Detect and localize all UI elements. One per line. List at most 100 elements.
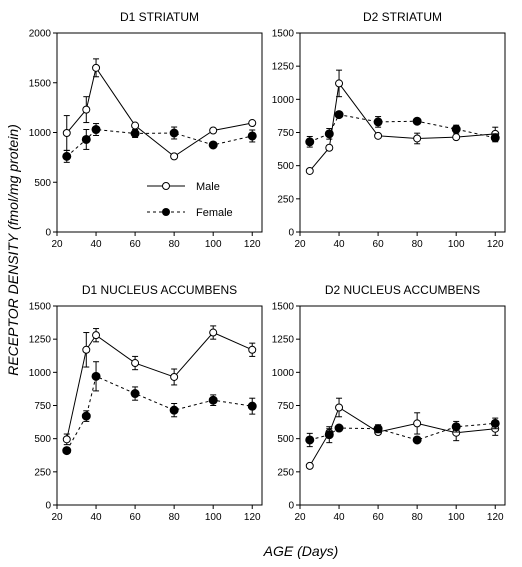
d1-nucleus-accumbens-title: D1 NUCLEUS ACCUMBENS	[82, 283, 237, 297]
d2-nucleus-accumbens-x-tick-label: 120	[487, 512, 504, 523]
d1-nucleus-accumbens-male-line	[66, 331, 253, 440]
d1-striatum-x-tick-label: 40	[90, 239, 102, 250]
d2-nucleus-accumbens-female-point	[412, 435, 422, 445]
legend: Male Female	[147, 181, 233, 219]
d2-striatum-series-male	[305, 69, 500, 175]
d1-nucleus-accumbens-female-point	[81, 411, 91, 421]
d1-striatum-x-tick-label: 100	[205, 239, 222, 250]
d2-nucleus-accumbens-x-tick-label: 40	[333, 512, 345, 523]
d2-nucleus-accumbens-y-tick-label: 1000	[272, 368, 295, 379]
d2-striatum-title: D2 STRIATUM	[363, 10, 442, 24]
d2-striatum-y-tick-label: 1000	[272, 95, 295, 106]
panel-d2-striatum: D2 STRIATUM 20 40 60 80 100 120 0 250 500 750 1000 1…	[272, 10, 506, 250]
d2-nucleus-accumbens-female-point	[451, 422, 461, 432]
panel-d1-nucleus-accumbens: D1 NUCLEUS ACCUMBENS 20 40 60 80 100 120 0 250 50…	[29, 283, 263, 523]
d1-nucleus-accumbens-series-male	[62, 325, 257, 446]
d1-striatum-y-tick-label: 0	[45, 228, 51, 239]
y-axis-label: RECEPTOR DENSITY (fmol/mg protein)	[5, 124, 21, 376]
d2-nucleus-accumbens-female-point	[490, 418, 500, 428]
d2-nucleus-accumbens-male-point	[305, 461, 314, 470]
d1-striatum-x-tick-label: 60	[130, 239, 142, 250]
d2-striatum-female-point	[373, 117, 383, 127]
d1-nucleus-accumbens-y-tick-label: 500	[34, 434, 51, 445]
d2-striatum-y-tick-label: 0	[288, 228, 294, 239]
d2-nucleus-accumbens-x-tick-label: 20	[294, 512, 306, 523]
d1-striatum-female-point	[247, 131, 257, 141]
d1-nucleus-accumbens-male-point	[92, 331, 101, 340]
d1-striatum-female-point	[81, 134, 91, 144]
d2-striatum-x-tick-label: 100	[448, 239, 465, 250]
d2-nucleus-accumbens-x-tick-label: 60	[373, 512, 385, 523]
d1-nucleus-accumbens-male-point	[82, 345, 91, 354]
d1-striatum-male-point	[209, 126, 218, 135]
d1-striatum-female-point	[91, 125, 101, 135]
d1-striatum-y-tick-label: 500	[34, 178, 51, 189]
d2-striatum-y-tick-label: 750	[277, 128, 294, 139]
d1-nucleus-accumbens-y-tick-label: 1000	[29, 368, 52, 379]
legend-female-label: Female	[196, 207, 233, 219]
d1-striatum-x-tick-label: 20	[51, 239, 63, 250]
d1-nucleus-accumbens-x-tick-label: 20	[51, 512, 63, 523]
d2-nucleus-accumbens-y-tick-label: 750	[277, 401, 294, 412]
d2-nucleus-accumbens-y-tick-label: 0	[288, 501, 294, 512]
d2-striatum-female-point	[490, 133, 500, 143]
d2-striatum-female-point	[324, 129, 334, 139]
d1-striatum-female-point	[169, 128, 179, 138]
d1-nucleus-accumbens-male-point	[62, 435, 71, 444]
d1-striatum-x-tick-label: 120	[244, 239, 261, 250]
d2-nucleus-accumbens-female-point	[324, 430, 334, 440]
d1-striatum-male-point	[248, 119, 257, 128]
d1-striatum-y-tick-label: 2000	[29, 29, 52, 40]
d1-nucleus-accumbens-y-tick-label: 250	[34, 467, 51, 478]
d1-nucleus-accumbens-plot-frame	[56, 305, 263, 506]
d2-nucleus-accumbens-y-tick-label: 1500	[272, 302, 295, 313]
d2-striatum-female-point	[305, 137, 315, 147]
d2-striatum-male-point	[335, 79, 344, 88]
d1-nucleus-accumbens-y-tick-label: 750	[34, 401, 51, 412]
d1-nucleus-accumbens-y-tick-label: 1250	[29, 335, 52, 346]
d1-striatum-series-female	[62, 123, 257, 163]
d1-nucleus-accumbens-male-point	[248, 345, 257, 354]
d2-nucleus-accumbens-female-point	[305, 435, 315, 445]
d2-striatum-x-tick-label: 40	[333, 239, 345, 250]
d2-striatum-x-tick-label: 120	[487, 239, 504, 250]
d1-striatum-male-point	[82, 105, 91, 114]
d1-nucleus-accumbens-x-tick-label: 60	[130, 512, 142, 523]
d1-striatum-y-tick-label: 1500	[29, 78, 52, 89]
d2-striatum-female-point	[451, 124, 461, 134]
d1-striatum-female-point	[62, 151, 72, 161]
d2-nucleus-accumbens-title: D2 NUCLEUS ACCUMBENS	[325, 283, 480, 297]
d2-nucleus-accumbens-x-tick-label: 80	[412, 512, 424, 523]
d1-nucleus-accumbens-female-point	[62, 446, 72, 456]
legend-female-marker	[162, 208, 170, 216]
legend-male-marker	[162, 182, 170, 190]
d1-striatum-female-point	[130, 128, 140, 138]
legend-male-label: Male	[196, 181, 220, 193]
d1-nucleus-accumbens-female-line	[66, 375, 253, 451]
d1-nucleus-accumbens-x-tick-label: 80	[169, 512, 181, 523]
panel-d1-striatum: D1 STRIATUM 20 40 60 80 100 120 0 500 1000 1500 200…	[29, 10, 263, 250]
d2-striatum-x-tick-label: 80	[412, 239, 424, 250]
panel-d2-nucleus-accumbens: D2 NUCLEUS ACCUMBENS 20 40 60 80 100 120 0 250 50…	[272, 283, 506, 523]
d2-nucleus-accumbens-series-male	[305, 397, 500, 470]
d2-nucleus-accumbens-series-female	[305, 417, 500, 448]
d2-striatum-female-point	[412, 116, 422, 126]
d2-striatum-x-tick-label: 60	[373, 239, 385, 250]
d2-nucleus-accumbens-y-tick-label: 1250	[272, 335, 295, 346]
d2-striatum-male-point	[374, 131, 383, 140]
d2-nucleus-accumbens-male-point	[413, 419, 422, 428]
d2-striatum-female-point	[334, 110, 344, 120]
d1-nucleus-accumbens-female-point	[130, 389, 140, 399]
d1-striatum-male-point	[92, 63, 101, 72]
d1-nucleus-accumbens-male-point	[170, 372, 179, 381]
d2-striatum-y-tick-label: 1500	[272, 29, 295, 40]
d2-striatum-male-point	[305, 166, 314, 175]
d1-striatum-male-line	[66, 66, 253, 157]
d2-nucleus-accumbens-y-tick-label: 250	[277, 467, 294, 478]
d2-striatum-y-tick-label: 500	[277, 161, 294, 172]
d2-nucleus-accumbens-x-tick-label: 100	[448, 512, 465, 523]
d2-striatum-y-tick-label: 1250	[272, 62, 295, 73]
d1-striatum-male-point	[131, 121, 140, 130]
d1-nucleus-accumbens-male-point	[131, 359, 140, 368]
